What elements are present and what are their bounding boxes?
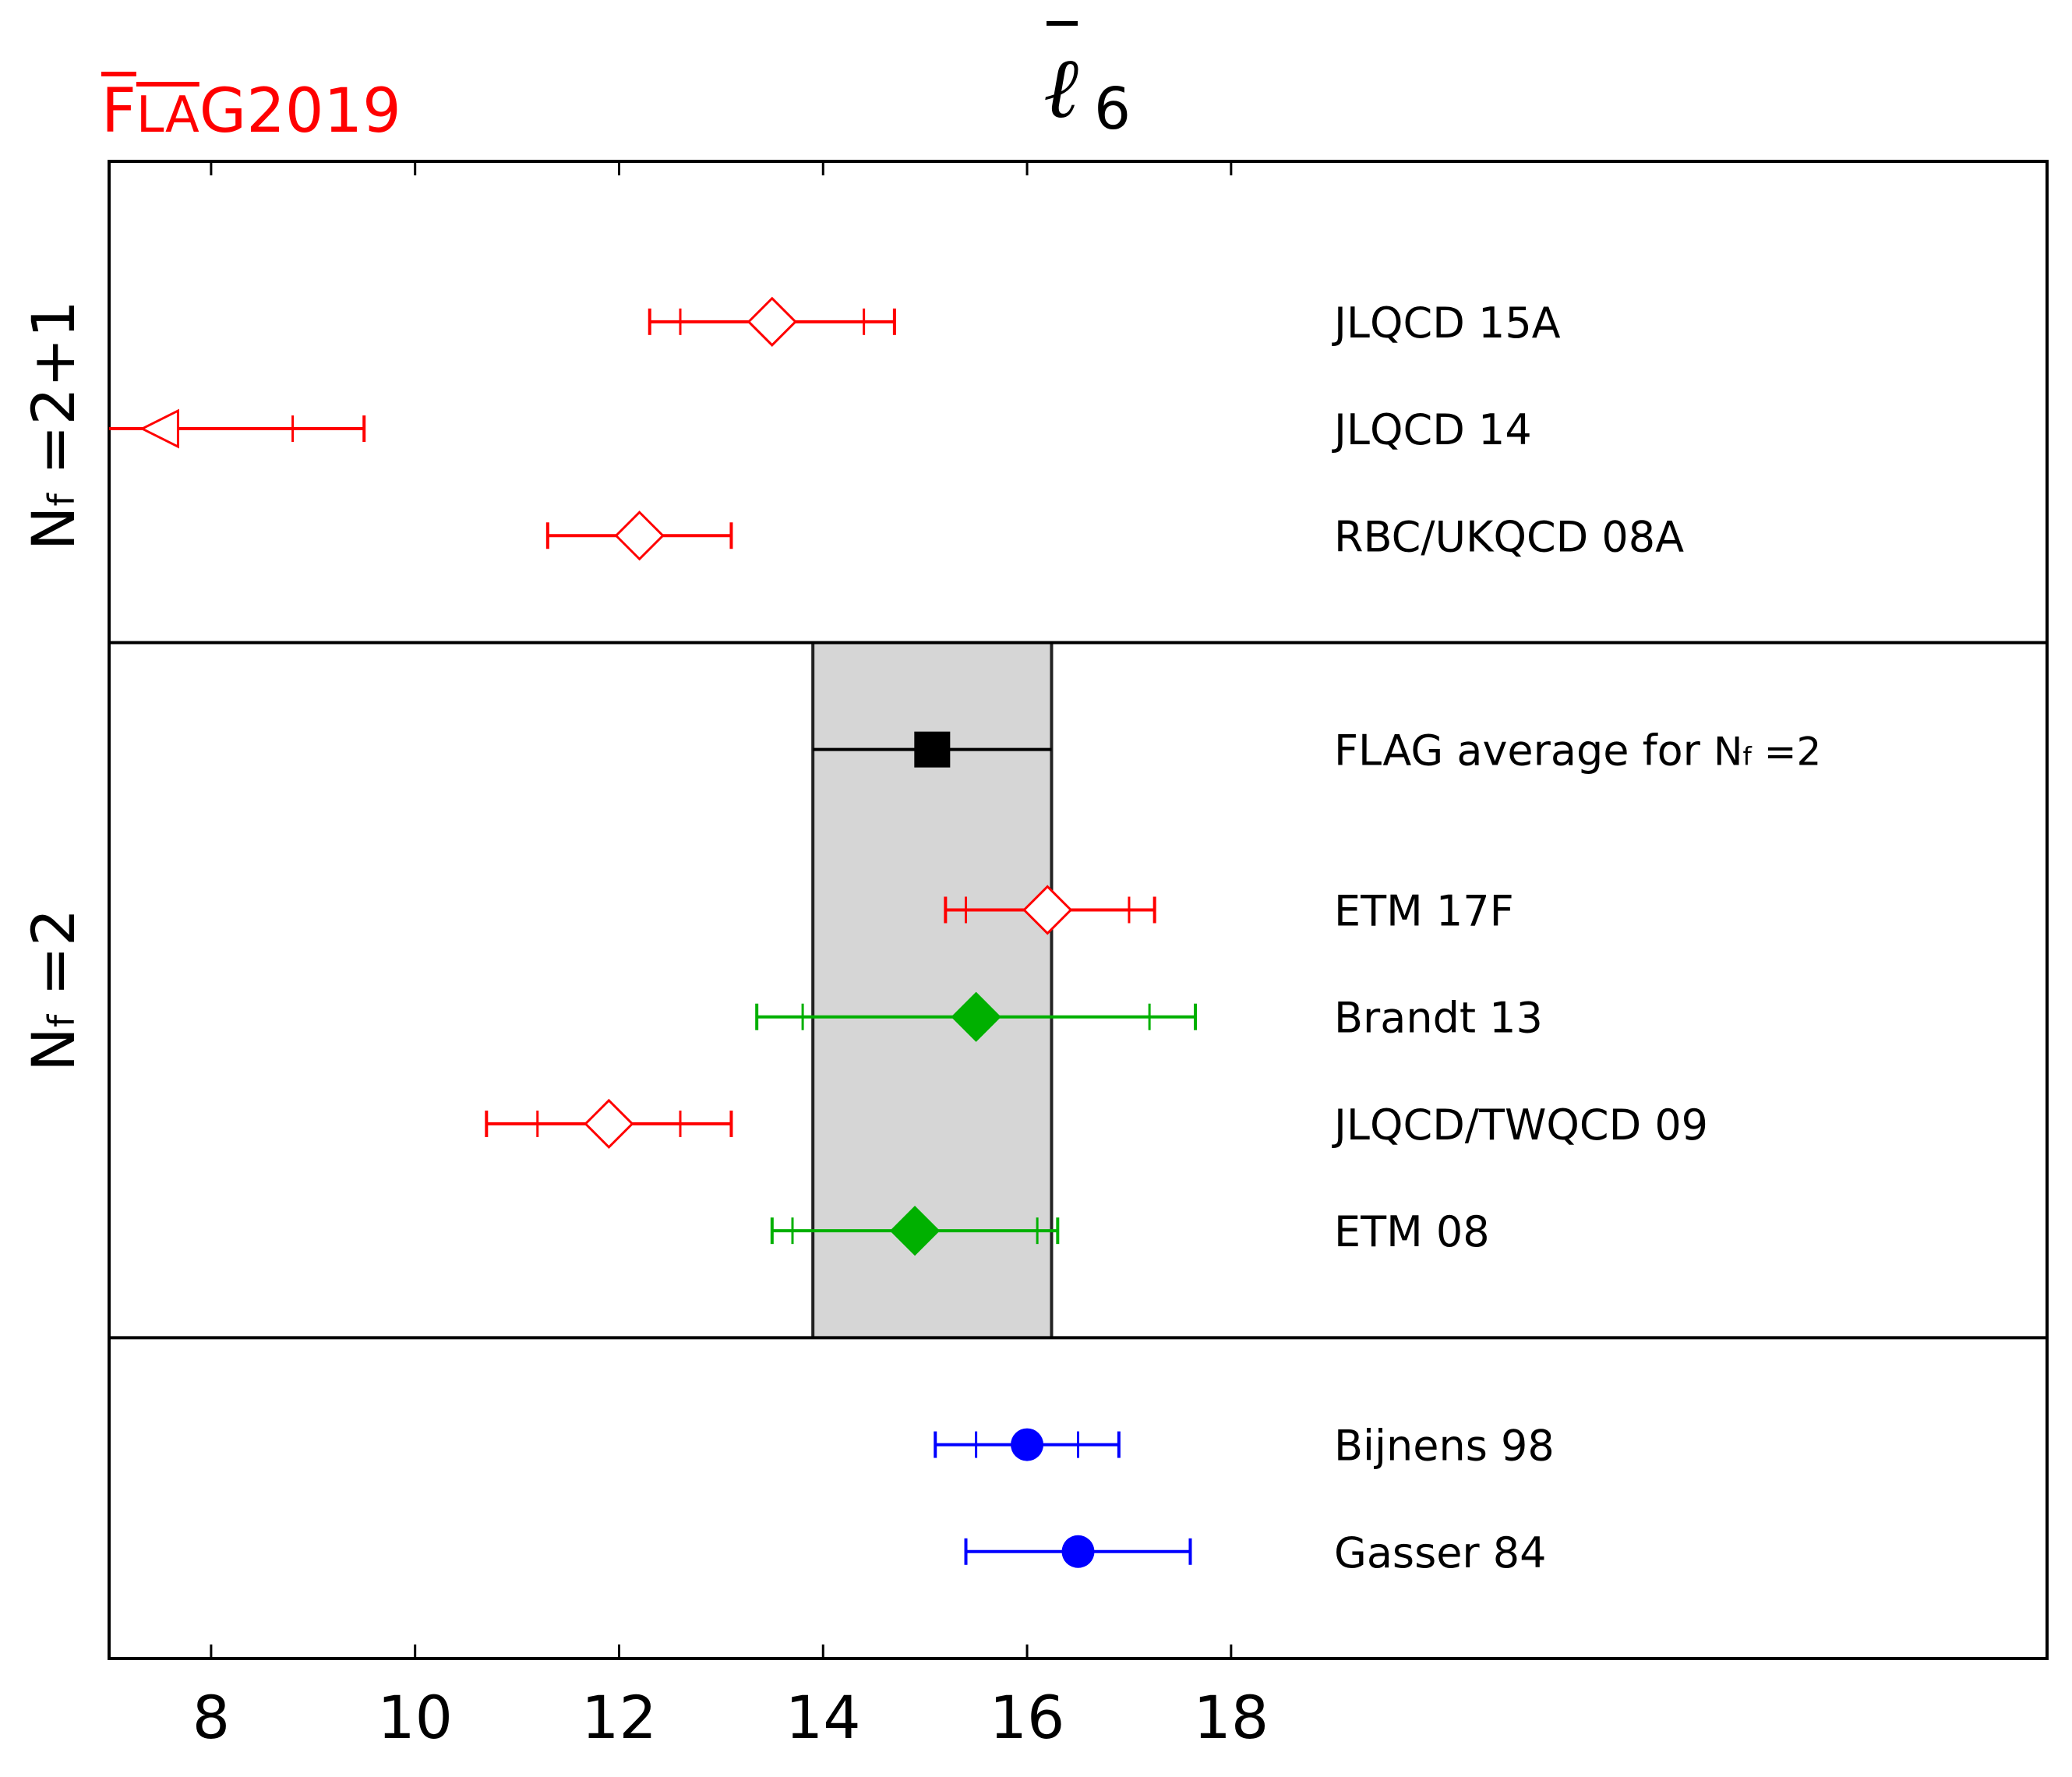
point-label-text: JLQCD/TWQCD 09 bbox=[1332, 1100, 1708, 1150]
point-marker bbox=[1022, 885, 1073, 935]
point-label-text: Bijnens 98 bbox=[1334, 1422, 1555, 1471]
x-tick-label: 16 bbox=[990, 1683, 1065, 1752]
point-label-text: ETM 08 bbox=[1334, 1207, 1490, 1256]
flag-logo-year: 2019 bbox=[246, 76, 401, 147]
data-point bbox=[944, 885, 1156, 935]
point-marker bbox=[584, 1098, 634, 1150]
panel-label: Nf =2+1 bbox=[19, 300, 88, 550]
panel-label-rest: =2+1 bbox=[19, 300, 88, 493]
data-point bbox=[964, 1535, 1192, 1568]
point-label-main: N bbox=[1714, 730, 1742, 775]
data-point bbox=[109, 408, 366, 449]
chart-title-base: ℓ bbox=[1043, 40, 1078, 137]
plot-frame bbox=[108, 160, 2049, 1660]
point-label: JLQCD 14 bbox=[1332, 405, 1532, 454]
point-label: ETM 08 bbox=[1334, 1207, 1490, 1256]
point-marker bbox=[914, 731, 951, 768]
point-label-text: FLAG average for bbox=[1334, 726, 1714, 775]
data-point bbox=[770, 1206, 1060, 1256]
data-point bbox=[813, 731, 1052, 768]
point-marker bbox=[889, 1206, 941, 1256]
point-label: Gasser 84 bbox=[1334, 1528, 1547, 1577]
point-label-text: RBC/UKQCD 08A bbox=[1334, 512, 1684, 561]
data-point bbox=[648, 296, 896, 347]
panel-label-main: N bbox=[19, 507, 88, 551]
x-tick-label: 12 bbox=[581, 1683, 657, 1752]
point-label-rest: =2 bbox=[1752, 730, 1822, 775]
point-marker bbox=[614, 510, 665, 561]
point-label-sub: f bbox=[1742, 742, 1752, 772]
data-point bbox=[755, 991, 1198, 1042]
point-label: Bijnens 98 bbox=[1334, 1422, 1555, 1471]
flag-logo-prefix: F bbox=[101, 76, 136, 147]
panel-label-rest: =2 bbox=[19, 909, 88, 1015]
point-marker bbox=[951, 991, 1001, 1042]
point-label: FLAG average for Nf =2 bbox=[1334, 726, 1821, 775]
panel-label-main: N bbox=[19, 1027, 88, 1072]
flag-logo: FLAG2019 bbox=[101, 76, 401, 154]
point-label-text: Gasser 84 bbox=[1334, 1528, 1547, 1577]
point-label-text: JLQCD 15A bbox=[1332, 299, 1561, 348]
x-tick-label: 10 bbox=[377, 1683, 453, 1752]
data-point bbox=[485, 1098, 733, 1150]
panel-label: Nf =2 bbox=[19, 909, 88, 1072]
data-point bbox=[934, 1428, 1121, 1461]
point-label-text: Brandt 13 bbox=[1334, 994, 1543, 1043]
flag-logo-middle: LA bbox=[136, 87, 199, 144]
x-tick-label: 18 bbox=[1193, 1683, 1269, 1752]
point-label: ETM 17F bbox=[1334, 887, 1514, 936]
point-label: RBC/UKQCD 08A bbox=[1334, 512, 1684, 561]
flag-logo-suffix: G bbox=[199, 76, 247, 147]
point-marker bbox=[1011, 1428, 1044, 1461]
x-tick-label: 8 bbox=[192, 1683, 230, 1752]
panel-label-sub: f bbox=[41, 1013, 83, 1027]
chart-title-subscript: 6 bbox=[1094, 76, 1131, 143]
point-label-text: JLQCD 14 bbox=[1332, 405, 1532, 454]
point-label: Brandt 13 bbox=[1334, 994, 1543, 1043]
point-label: JLQCD/TWQCD 09 bbox=[1332, 1100, 1708, 1150]
point-label: JLQCD 15A bbox=[1332, 299, 1561, 348]
point-label-text: ETM 17F bbox=[1334, 887, 1514, 936]
data-point bbox=[545, 510, 733, 561]
point-marker bbox=[1061, 1535, 1095, 1568]
panel-label-sub: f bbox=[41, 493, 83, 507]
point-marker bbox=[139, 408, 179, 449]
point-marker bbox=[747, 296, 797, 347]
x-tick-label: 14 bbox=[785, 1683, 861, 1752]
